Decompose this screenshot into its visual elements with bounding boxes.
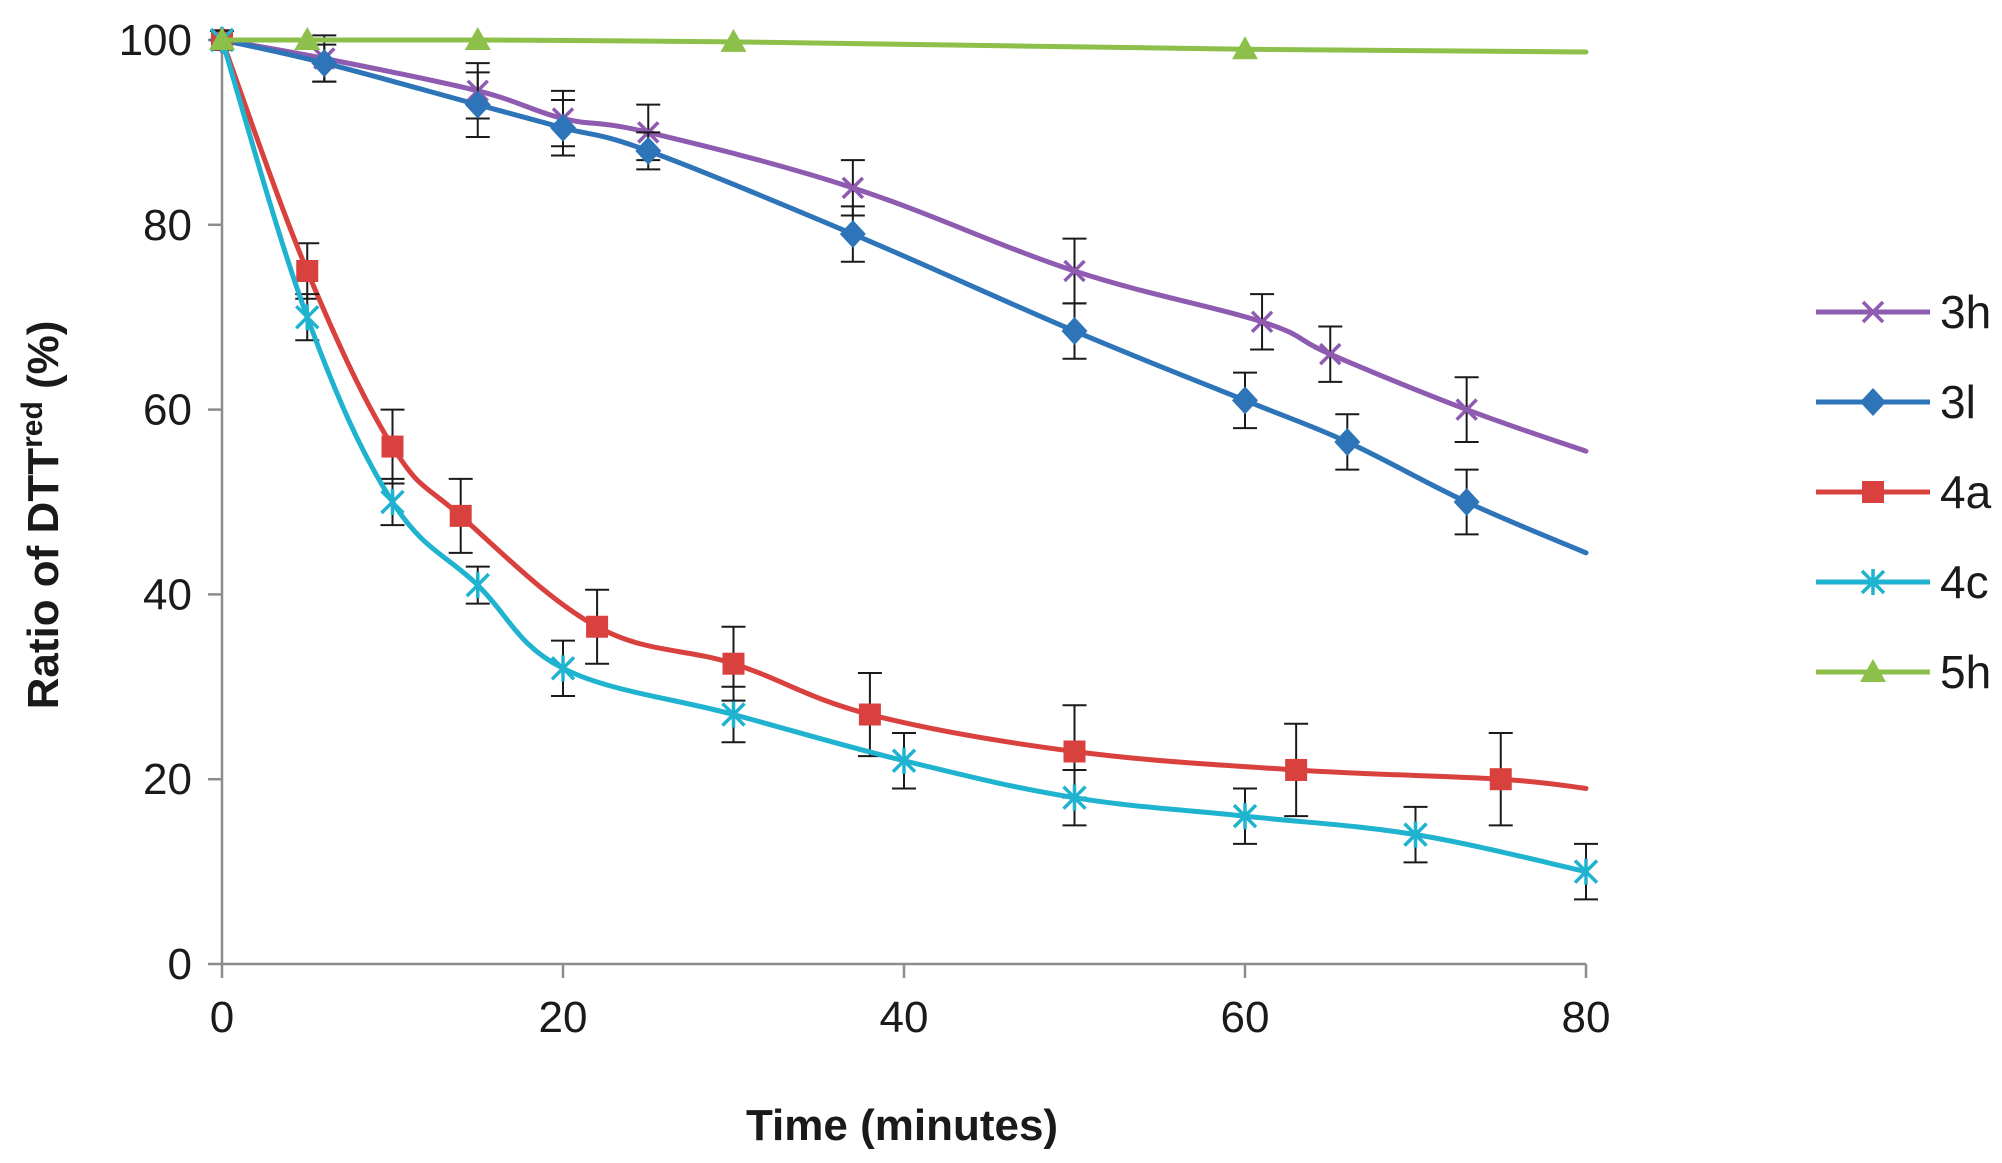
data-point-5h [1232,36,1258,60]
legend-item-4c: 4c [1816,556,1989,608]
data-point-4c [550,655,576,682]
data-point-5h [1860,659,1886,682]
data-point-3h [1319,342,1342,366]
data-point-3l [1232,386,1258,415]
data-point-4c [1062,784,1087,811]
data-point-3h [1861,300,1885,324]
series-line-5h [219,37,1589,55]
data-point-4c [721,701,746,728]
data-point-4a [586,615,609,638]
data-point-4a [722,652,745,675]
legend-label-4a: 4a [1940,466,1992,518]
y-tick-label: 60 [143,386,192,435]
data-point-4a [1285,758,1308,781]
data-point-3h [1455,398,1478,421]
series-3h [210,28,1589,454]
data-point-3h [841,176,865,200]
data-point-4c [1573,858,1599,885]
series-4a [210,29,1589,827]
y-axis-title: Ratio of DTTred (%) [16,321,68,710]
data-point-3l [635,136,662,165]
data-point-3l [1061,317,1088,346]
data-point-3l [464,90,491,119]
data-point-3l [839,220,866,249]
x-tick-label: 0 [210,993,234,1042]
legend-item-5h: 5h [1816,646,1991,698]
data-point-5h [464,27,491,50]
data-point-3l [311,49,338,78]
y-tick-label: 100 [119,16,192,65]
data-point-5h [209,27,235,50]
legend-label-4c: 4c [1940,556,1989,608]
legend-item-3l: 3l [1816,376,1976,428]
y-tick-label: 0 [168,940,192,989]
x-tick-label: 60 [1221,993,1270,1042]
x-tick-label: 20 [539,993,588,1042]
legend-label-3l: 3l [1940,376,1976,428]
y-tick-label: 20 [143,755,192,804]
y-tick-label: 40 [143,570,192,619]
data-point-4a [1489,768,1512,791]
data-point-5h [720,28,747,52]
data-point-5h [294,27,321,50]
data-point-4c [1403,821,1428,848]
data-point-4a [381,435,404,458]
x-tick-label: 80 [1562,993,1611,1042]
series-3l [209,26,1589,556]
series-4c [209,27,1599,901]
series-line-4a [219,37,1589,791]
data-point-4a [1063,740,1086,763]
legend-item-3h: 3h [1816,286,1991,338]
data-point-4c [1232,803,1258,830]
legend-item-4a: 4a [1816,466,1992,518]
data-point-4c [1860,569,1886,595]
series-line-3l [219,37,1589,556]
data-point-3l [1860,388,1886,416]
data-point-4a [296,260,319,282]
data-point-3l [1334,427,1361,456]
data-point-4c [295,304,320,331]
data-point-3h [1250,310,1274,334]
data-point-3l [550,113,576,142]
data-point-4c [380,489,405,515]
data-point-4c [465,572,490,599]
data-point-4c [891,747,917,774]
data-point-3h [1063,259,1086,283]
data-point-3l [1453,488,1480,516]
legend-label-3h: 3h [1940,286,1991,338]
data-point-4a [858,703,881,726]
legend-label-5h: 5h [1940,646,1991,698]
x-tick-label: 40 [880,993,929,1042]
y-tick-label: 80 [143,201,192,250]
series-5h [209,27,1589,60]
series-line-3h [219,37,1589,454]
data-point-4a [449,504,472,527]
data-point-4a [1862,481,1884,503]
x-axis-title: Time (minutes) [746,1101,1058,1150]
